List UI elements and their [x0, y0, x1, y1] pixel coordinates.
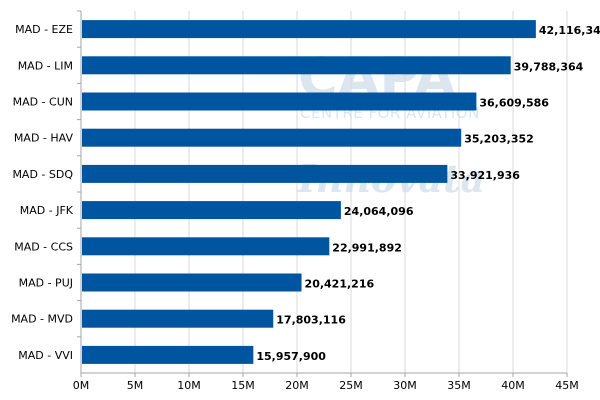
x-tick-label: 35M [447, 379, 471, 392]
category-label: MAD - HAV [14, 132, 74, 145]
data-label: 39,788,364 [514, 60, 584, 73]
bar [82, 345, 254, 364]
data-label: 17,803,116 [276, 314, 346, 327]
category-labels: MAD - EZE MAD - LIM MAD - CUN MAD - HAV MAD … [11, 23, 74, 362]
bar [82, 56, 511, 75]
category-label: MAD - CCS [14, 240, 73, 253]
x-tick-labels: 0M 5M 10M 15M 20M 25M 30M 35M 40M 45M [73, 379, 579, 392]
bars [82, 20, 536, 364]
category-label: MAD - EZE [15, 23, 73, 36]
x-tick-label: 15M [231, 379, 255, 392]
bar [82, 92, 477, 111]
data-label: 36,609,586 [479, 97, 549, 110]
data-label: 20,421,216 [305, 278, 375, 291]
bar [82, 128, 462, 147]
category-label: MAD - VVI [18, 349, 73, 362]
category-label: MAD - PUJ [19, 277, 73, 290]
x-tick-label: 0M [73, 379, 90, 392]
category-label: MAD - MVD [11, 313, 73, 326]
category-label: MAD - CUN [13, 96, 73, 109]
bar [82, 201, 341, 220]
category-label: MAD - LIM [18, 59, 73, 72]
bar [82, 20, 536, 39]
bar [82, 164, 448, 183]
bar [82, 273, 302, 292]
x-tick-label: 5M [127, 379, 144, 392]
data-label: 15,957,900 [256, 350, 326, 363]
data-label: 33,921,936 [450, 169, 520, 182]
bar [82, 237, 330, 256]
x-tick-label: 10M [177, 379, 201, 392]
category-label: MAD - JFK [20, 204, 74, 217]
x-tick-label: 45M [555, 379, 579, 392]
axes [77, 10, 568, 377]
data-label: 22,991,892 [332, 241, 402, 254]
x-tick-label: 30M [393, 379, 417, 392]
data-label: 42,116,340 [539, 24, 600, 37]
x-tick-label: 25M [339, 379, 363, 392]
category-label: MAD - SDQ [12, 168, 73, 181]
data-label: 35,203,352 [464, 133, 534, 146]
data-label: 24,064,096 [344, 205, 414, 218]
x-tick-label: 40M [501, 379, 525, 392]
x-tick-label: 20M [285, 379, 309, 392]
data-labels: 42,116,340 39,788,364 36,609,586 35,203,352… [256, 24, 600, 363]
bar [82, 309, 274, 328]
